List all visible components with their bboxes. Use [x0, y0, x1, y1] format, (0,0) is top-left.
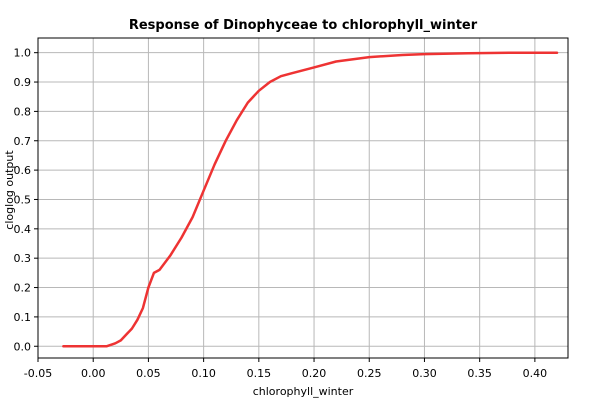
- x-tick-label: 0.25: [357, 367, 382, 380]
- y-tick-label: 0.1: [14, 311, 32, 324]
- x-tick-label: 0.40: [523, 367, 548, 380]
- series-layer: [62, 51, 559, 348]
- y-tick-label: 0.8: [14, 105, 32, 118]
- x-axis: -0.05 0.00 0.05 0.10 0.15 0.20 0.25 0.30 0.35 0.4…: [24, 358, 547, 380]
- x-tick-label: 0.10: [191, 367, 216, 380]
- x-tick-label: -0.05: [24, 367, 52, 380]
- y-tick-label: 0.0: [14, 340, 32, 353]
- x-tick-label: 0.15: [247, 367, 272, 380]
- y-tick-label: 0.5: [14, 193, 32, 206]
- y-tick-label: 0.3: [14, 252, 32, 265]
- y-tick-label: 0.7: [14, 135, 32, 148]
- grid-lines: [37, 38, 568, 358]
- y-tick-label: 0.9: [14, 76, 32, 89]
- x-tick-label: 0.35: [467, 367, 492, 380]
- y-tick-label: 1.0: [14, 47, 32, 60]
- y-tick-label: 0.6: [14, 164, 32, 177]
- x-tick-label: 0.05: [136, 367, 161, 380]
- x-tick-label: 0.20: [302, 367, 327, 380]
- y-axis-label: cloglog output: [3, 150, 16, 230]
- x-tick-label: 0.30: [412, 367, 437, 380]
- y-tick-label: 0.2: [14, 282, 32, 295]
- x-axis-label: chlorophyll_winter: [253, 385, 354, 398]
- chart-title: Response of Dinophyceae to chlorophyll_w…: [129, 18, 478, 33]
- plot-area: [37, 37, 569, 359]
- y-tick-label: 0.4: [14, 223, 32, 236]
- y-axis: 0.0 0.1 0.2 0.3 0.4 0.5 0.6 0.7 0.8 0.9 1.0: [14, 47, 38, 353]
- x-tick-label: 0.00: [81, 367, 106, 380]
- response-curve: [62, 51, 559, 348]
